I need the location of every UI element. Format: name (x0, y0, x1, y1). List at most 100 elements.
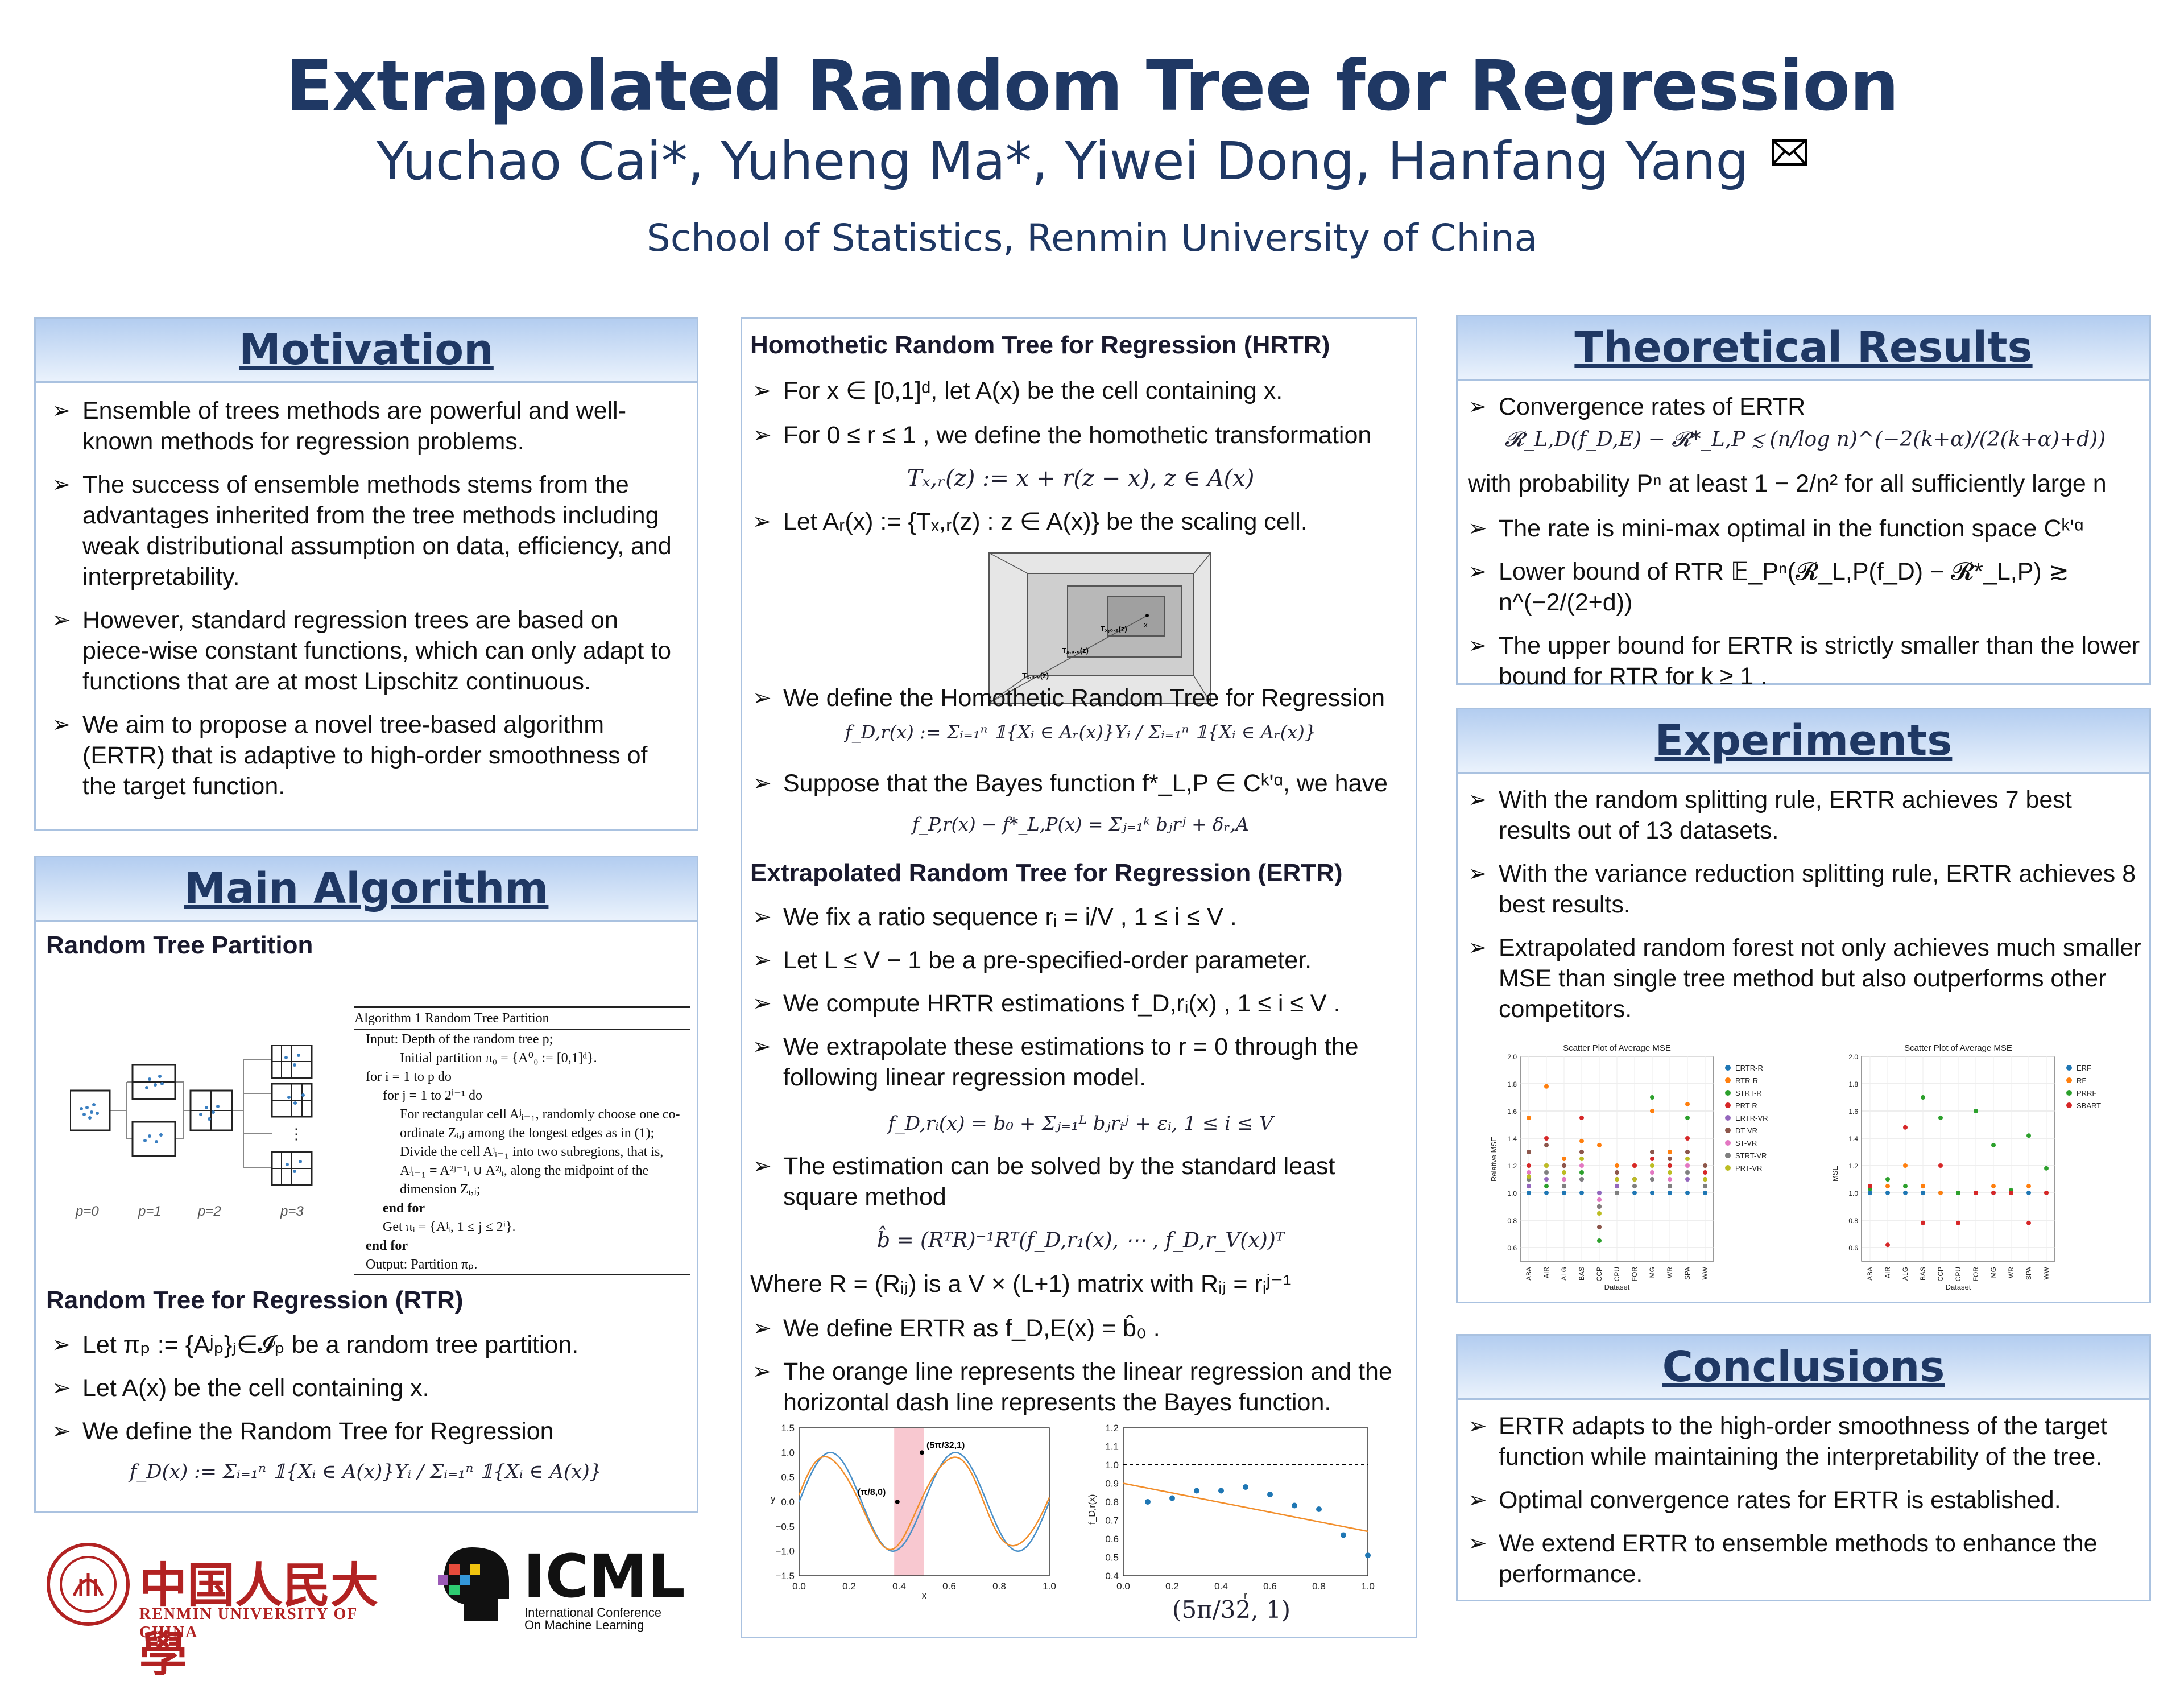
x-tick-label: 0.0 (1116, 1581, 1130, 1592)
list-item: Extrapolated random forest not only achi… (1460, 932, 2142, 1025)
data-point (1885, 1184, 1890, 1188)
list-item: The rate is mini-max optimal in the func… (1460, 513, 2142, 544)
data-point (1597, 1191, 1602, 1195)
data-point (1921, 1191, 1925, 1195)
list-item: We define ERTR as f_D,E(x) = b̂₀ . (744, 1313, 1410, 1344)
data-point (1668, 1191, 1672, 1195)
icml-logo: ICML International Conference On Machine… (432, 1542, 685, 1632)
data-point (1921, 1184, 1925, 1188)
data-point (1685, 1102, 1690, 1106)
p0-label: p=0 (75, 1204, 99, 1219)
experiments-list: With the random splitting rule, ERTR ach… (1460, 784, 2142, 1037)
rtr-formula: f_D(x) := Σᵢ₌₁ⁿ 𝟙{Xᵢ ∈ A(x)}Yᵢ / Σᵢ₌₁ⁿ 𝟙… (129, 1460, 602, 1483)
y-axis-label: MSE (1831, 1166, 1839, 1182)
list-item: Optimal convergence rates for ERTR is es… (1460, 1485, 2142, 1515)
theory-list-a: Convergence rates of ERTR (1460, 391, 2142, 435)
list-item: Convergence rates of ERTR (1460, 391, 2142, 422)
poster-affiliation: School of Statistics, Renmin University … (646, 216, 1538, 260)
y-tick-label: 1.5 (781, 1423, 795, 1434)
main-algorithm-heading: Main Algorithm (36, 857, 697, 922)
icml-subtitle-1: International Conference (524, 1605, 661, 1620)
legend-marker (1725, 1090, 1731, 1096)
data-point (1527, 1150, 1531, 1154)
theory-list-b: The rate is mini-max optimal in the func… (1460, 513, 2142, 704)
list-item: For x ∈ [0,1]ᵈ, let A(x) be the cell con… (744, 375, 1410, 406)
motivation-heading: Motivation (36, 319, 697, 383)
data-point (1974, 1109, 1978, 1113)
legend-marker (1725, 1102, 1731, 1108)
list-item: Let Aᵣ(x) := {Tₓ,ᵣ(z) : z ∈ A(x)} be the… (744, 506, 1410, 537)
list-item: With the variance reduction splitting ru… (1460, 858, 2142, 920)
x-tick-label: MG (1648, 1267, 1656, 1278)
p2-label: p=2 (197, 1204, 221, 1219)
data-point (1650, 1163, 1654, 1168)
y-axis-label: Relative MSE (1490, 1137, 1498, 1182)
forest-mse-chart: Scatter Plot of Average MSE 2.0 1.8 1.6 1.4 1… (1831, 1043, 2101, 1291)
data-point (1579, 1157, 1584, 1161)
data-point (1991, 1191, 1996, 1195)
data-point (1650, 1191, 1654, 1195)
legend-marker (2066, 1090, 2072, 1096)
data-point (1668, 1157, 1672, 1161)
y-tick-label: 1.8 (1507, 1080, 1517, 1088)
list-item: We fix a ratio sequence rᵢ = i/V , 1 ≤ i… (744, 902, 1410, 932)
y-tick-label: 1.0 (1507, 1190, 1517, 1197)
legend-marker (1725, 1165, 1731, 1171)
x-tick-label: BAS (1578, 1267, 1586, 1281)
legend-label: ERTR-R (1735, 1064, 1763, 1072)
list-item: Ensemble of trees methods are powerful a… (44, 395, 680, 457)
x-tick-label: WW (2042, 1266, 2050, 1279)
data-point (1365, 1552, 1371, 1559)
data-point (1903, 1191, 1908, 1195)
data-point (1921, 1220, 1925, 1225)
university-seal-icon (47, 1543, 130, 1626)
data-point (1974, 1191, 1978, 1195)
data-point (1956, 1220, 1960, 1225)
data-point (1991, 1184, 1996, 1188)
poster-title: Extrapolated Random Tree for Regression (286, 46, 1899, 126)
list-item: With the random splitting rule, ERTR ach… (1460, 784, 2142, 846)
y-tick-label: 1.4 (1848, 1135, 1858, 1143)
x-tick-label: 0.4 (1214, 1581, 1228, 1592)
authors-text: Yuchao Cai*, Yuheng Ma*, Yiwei Dong, Han… (376, 131, 1749, 192)
x-tick-label: WR (1666, 1267, 1674, 1278)
data-point (2026, 1220, 2031, 1225)
data-point (1145, 1499, 1151, 1505)
data-point (1579, 1177, 1584, 1182)
motivation-panel: Motivation Ensemble of trees methods are… (34, 317, 698, 831)
hrtr-list-a: For x ∈ [0,1]ᵈ, let A(x) be the cell con… (744, 375, 1410, 463)
list-item: The success of ensemble methods stems fr… (44, 469, 680, 592)
data-point (1903, 1184, 1908, 1188)
x-tick-label: AIR (1542, 1267, 1550, 1278)
data-point (1544, 1143, 1549, 1147)
ertr-title: Extrapolated Random Tree for Regression … (750, 859, 1343, 887)
data-point (1615, 1191, 1619, 1195)
data-point (1668, 1170, 1672, 1175)
x-tick-label: CCP (1937, 1267, 1945, 1281)
data-point (1562, 1157, 1566, 1161)
ertr-list: We fix a ratio sequence rᵢ = i/V , 1 ≤ i… (744, 902, 1410, 1105)
data-point (1544, 1136, 1549, 1141)
x-tick-label: 0.2 (842, 1581, 856, 1592)
legend-label: PRT-R (1735, 1101, 1757, 1110)
data-point (1632, 1177, 1637, 1182)
linear-regression-formula: f_D,rᵢ(x) = b₀ + Σⱼ₌₁ᴸ bⱼrᵢʲ + εᵢ, 1 ≤ i… (888, 1112, 1273, 1135)
hrtr-list-b: Let Aᵣ(x) := {Tₓ,ᵣ(z) : z ∈ A(x)} be the… (744, 506, 1410, 550)
poster-header: Extrapolated Random Tree for Regression … (0, 0, 2184, 296)
data-point (1685, 1157, 1690, 1161)
data-point (1527, 1191, 1531, 1195)
data-point (1527, 1170, 1531, 1175)
chart-title: Scatter Plot of Average MSE (1563, 1043, 1671, 1053)
y-tick-label: 1.6 (1507, 1108, 1517, 1116)
list-item: We compute HRTR estimations f_D,rᵢ(x) , … (744, 988, 1410, 1019)
ls-list: The estimation can be solved by the stan… (744, 1151, 1410, 1225)
y-tick-label: 0.6 (1848, 1244, 1858, 1252)
x-axis-label: Dataset (1604, 1283, 1630, 1291)
y-tick-label: 0.4 (1105, 1571, 1119, 1581)
legend-label: PRT-VR (1735, 1164, 1762, 1172)
data-point (1650, 1095, 1654, 1100)
data-point (1579, 1191, 1584, 1195)
data-point (1579, 1150, 1584, 1154)
y-tick-label: 1.1 (1105, 1442, 1119, 1452)
x-tick-label: ALG (1901, 1267, 1909, 1281)
